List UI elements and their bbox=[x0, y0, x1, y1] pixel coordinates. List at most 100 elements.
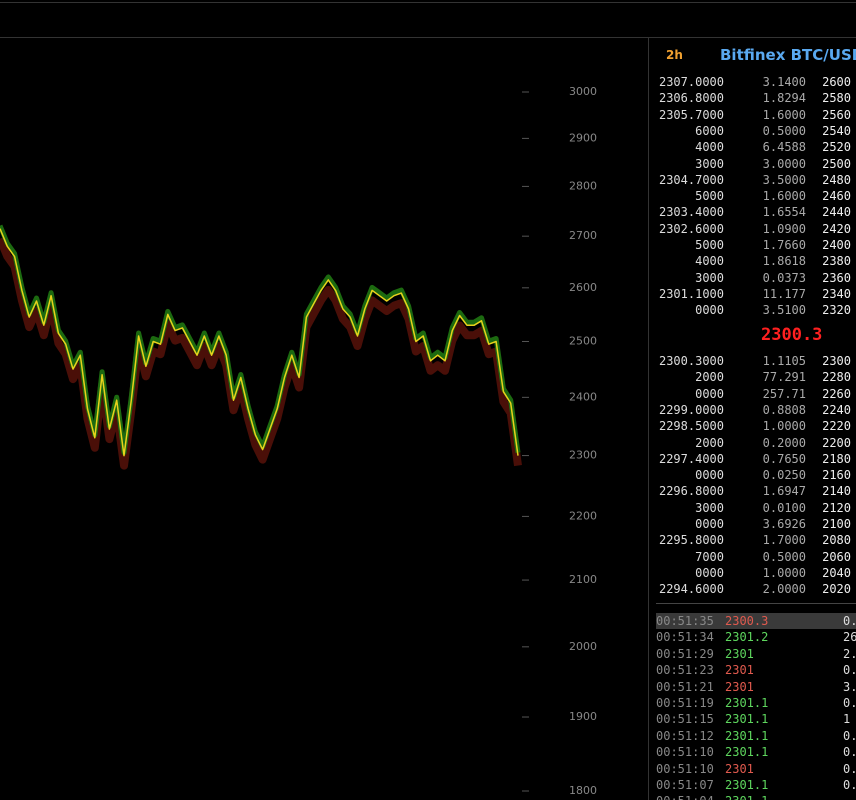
trade-amount: 0. bbox=[843, 728, 856, 743]
book-price: 5000 bbox=[695, 238, 724, 252]
trade-amount: 3. bbox=[843, 679, 856, 694]
book-depth: 2140 bbox=[822, 484, 851, 499]
trade-time: 00:51:12 bbox=[656, 728, 714, 743]
market-title: Bitfinex BTC/USD bbox=[720, 46, 856, 64]
book-amount: 6.4588 bbox=[762, 140, 806, 155]
book-price: 2294.6000 bbox=[658, 582, 724, 597]
book-depth: 2100 bbox=[822, 517, 851, 531]
book-price: 4000 bbox=[695, 254, 724, 269]
book-amount: 3.5000 bbox=[762, 172, 806, 187]
book-depth: 2420 bbox=[822, 221, 851, 236]
book-depth: 2220 bbox=[822, 419, 851, 434]
book-depth: 2040 bbox=[822, 565, 851, 580]
book-price: 2297.4000 bbox=[658, 451, 724, 466]
book-amount: 3.0000 bbox=[762, 156, 806, 171]
book-depth: 2340 bbox=[822, 286, 851, 301]
book-depth: 2380 bbox=[822, 254, 851, 269]
book-amount: 1.0000 bbox=[762, 419, 806, 434]
book-depth: 2260 bbox=[822, 386, 851, 401]
y-tick-label: 2300 bbox=[569, 449, 597, 462]
book-depth: 2520 bbox=[822, 140, 851, 155]
book-amount: 257.71 bbox=[762, 386, 806, 401]
book-amount: 1.0000 bbox=[762, 565, 806, 580]
trade-amount: 2. bbox=[843, 646, 856, 661]
trade-time: 00:51:10 bbox=[656, 745, 714, 760]
book-amount: 1.6000 bbox=[762, 189, 806, 204]
trade-amount: 0. bbox=[843, 614, 856, 628]
last-price: 2300.3 bbox=[761, 325, 823, 345]
trade-amount: 0. bbox=[843, 745, 856, 760]
book-depth: 2080 bbox=[822, 533, 851, 548]
book-amount: 1.0900 bbox=[762, 221, 806, 236]
book-price: 0000 bbox=[695, 386, 724, 401]
book-depth: 2440 bbox=[822, 205, 851, 220]
y-tick-label: 2200 bbox=[569, 509, 597, 522]
trade-amount: 26 bbox=[843, 630, 856, 645]
trade-amount: 1 bbox=[843, 712, 851, 727]
trade-time: 00:51:21 bbox=[656, 679, 714, 694]
book-price: 2305.7000 bbox=[658, 107, 724, 122]
book-amount: 0.2000 bbox=[762, 435, 806, 450]
book-price: 5000 bbox=[695, 189, 724, 204]
book-amount: 77.291 bbox=[762, 370, 806, 385]
trade-time: 00:51:07 bbox=[656, 778, 714, 792]
trade-time: 00:51:34 bbox=[656, 630, 714, 645]
book-amount: 11.177 bbox=[762, 286, 806, 301]
book-amount: 0.5000 bbox=[762, 123, 806, 138]
trade-price: 2301 bbox=[725, 663, 754, 678]
y-tick-label: 2400 bbox=[569, 390, 597, 403]
trade-price: 2301.1 bbox=[725, 728, 769, 743]
y-tick-label: 2600 bbox=[569, 281, 597, 294]
trade-price: 2301.1 bbox=[725, 712, 769, 727]
book-price: 0000 bbox=[695, 517, 724, 531]
book-amount: 1.8618 bbox=[762, 254, 806, 269]
book-amount: 1.7000 bbox=[762, 533, 806, 548]
interval[interactable]: 2h bbox=[666, 48, 683, 62]
side-panel: 2h Bitfinex BTC/USD 2300.3 2307.0000 3.14… bbox=[648, 37, 856, 800]
book-depth: 2400 bbox=[822, 238, 851, 252]
book-amount: 0.5000 bbox=[762, 549, 806, 564]
book-amount: 1.1105 bbox=[762, 354, 806, 368]
book-price: 2296.8000 bbox=[658, 484, 724, 499]
book-depth: 2560 bbox=[822, 107, 851, 122]
trade-time: 00:51:04 bbox=[656, 793, 714, 800]
book-price: 0000 bbox=[695, 468, 724, 483]
trade-amount: 0. bbox=[843, 778, 856, 792]
separator bbox=[656, 603, 856, 604]
book-amount: 1.8294 bbox=[762, 91, 806, 106]
book-depth: 2580 bbox=[822, 91, 851, 106]
book-depth: 2360 bbox=[822, 270, 851, 285]
book-depth: 2200 bbox=[822, 435, 851, 450]
shadow-high bbox=[0, 224, 521, 456]
trade-price: 2301.1 bbox=[725, 696, 769, 710]
book-depth: 2020 bbox=[822, 582, 851, 597]
book-price: 2295.8000 bbox=[658, 533, 724, 548]
book-price: 3000 bbox=[695, 500, 724, 515]
trade-time: 00:51:19 bbox=[656, 696, 714, 710]
trade-price: 2301 bbox=[725, 761, 754, 776]
book-amount: 1.7660 bbox=[762, 238, 806, 252]
book-amount: 3.1400 bbox=[762, 75, 806, 89]
book-amount: 2.0000 bbox=[762, 582, 806, 597]
book-amount: 1.6947 bbox=[762, 484, 806, 499]
book-price: 0000 bbox=[695, 565, 724, 580]
book-price: 2298.5000 bbox=[658, 419, 724, 434]
book-price: 3000 bbox=[695, 156, 724, 171]
y-tick-label: 2100 bbox=[569, 573, 597, 586]
book-price: 2306.8000 bbox=[658, 91, 724, 106]
book-depth: 2320 bbox=[822, 303, 851, 318]
book-price: 2299.0000 bbox=[658, 402, 724, 417]
y-tick-label: 1900 bbox=[569, 710, 597, 723]
book-amount: 1.6554 bbox=[762, 205, 806, 220]
book-depth: 2120 bbox=[822, 500, 851, 515]
book-price: 2307.0000 bbox=[658, 75, 724, 89]
book-price: 3000 bbox=[695, 270, 724, 285]
book-price: 2000 bbox=[695, 435, 724, 450]
book-depth: 2500 bbox=[822, 156, 851, 171]
trade-price: 2301.2 bbox=[725, 630, 769, 645]
trade-price: 2301 bbox=[725, 679, 754, 694]
trade-price: 2300.3 bbox=[725, 614, 769, 628]
book-price: 2301.1000 bbox=[658, 286, 724, 301]
trade-price: 2301 bbox=[725, 646, 754, 661]
